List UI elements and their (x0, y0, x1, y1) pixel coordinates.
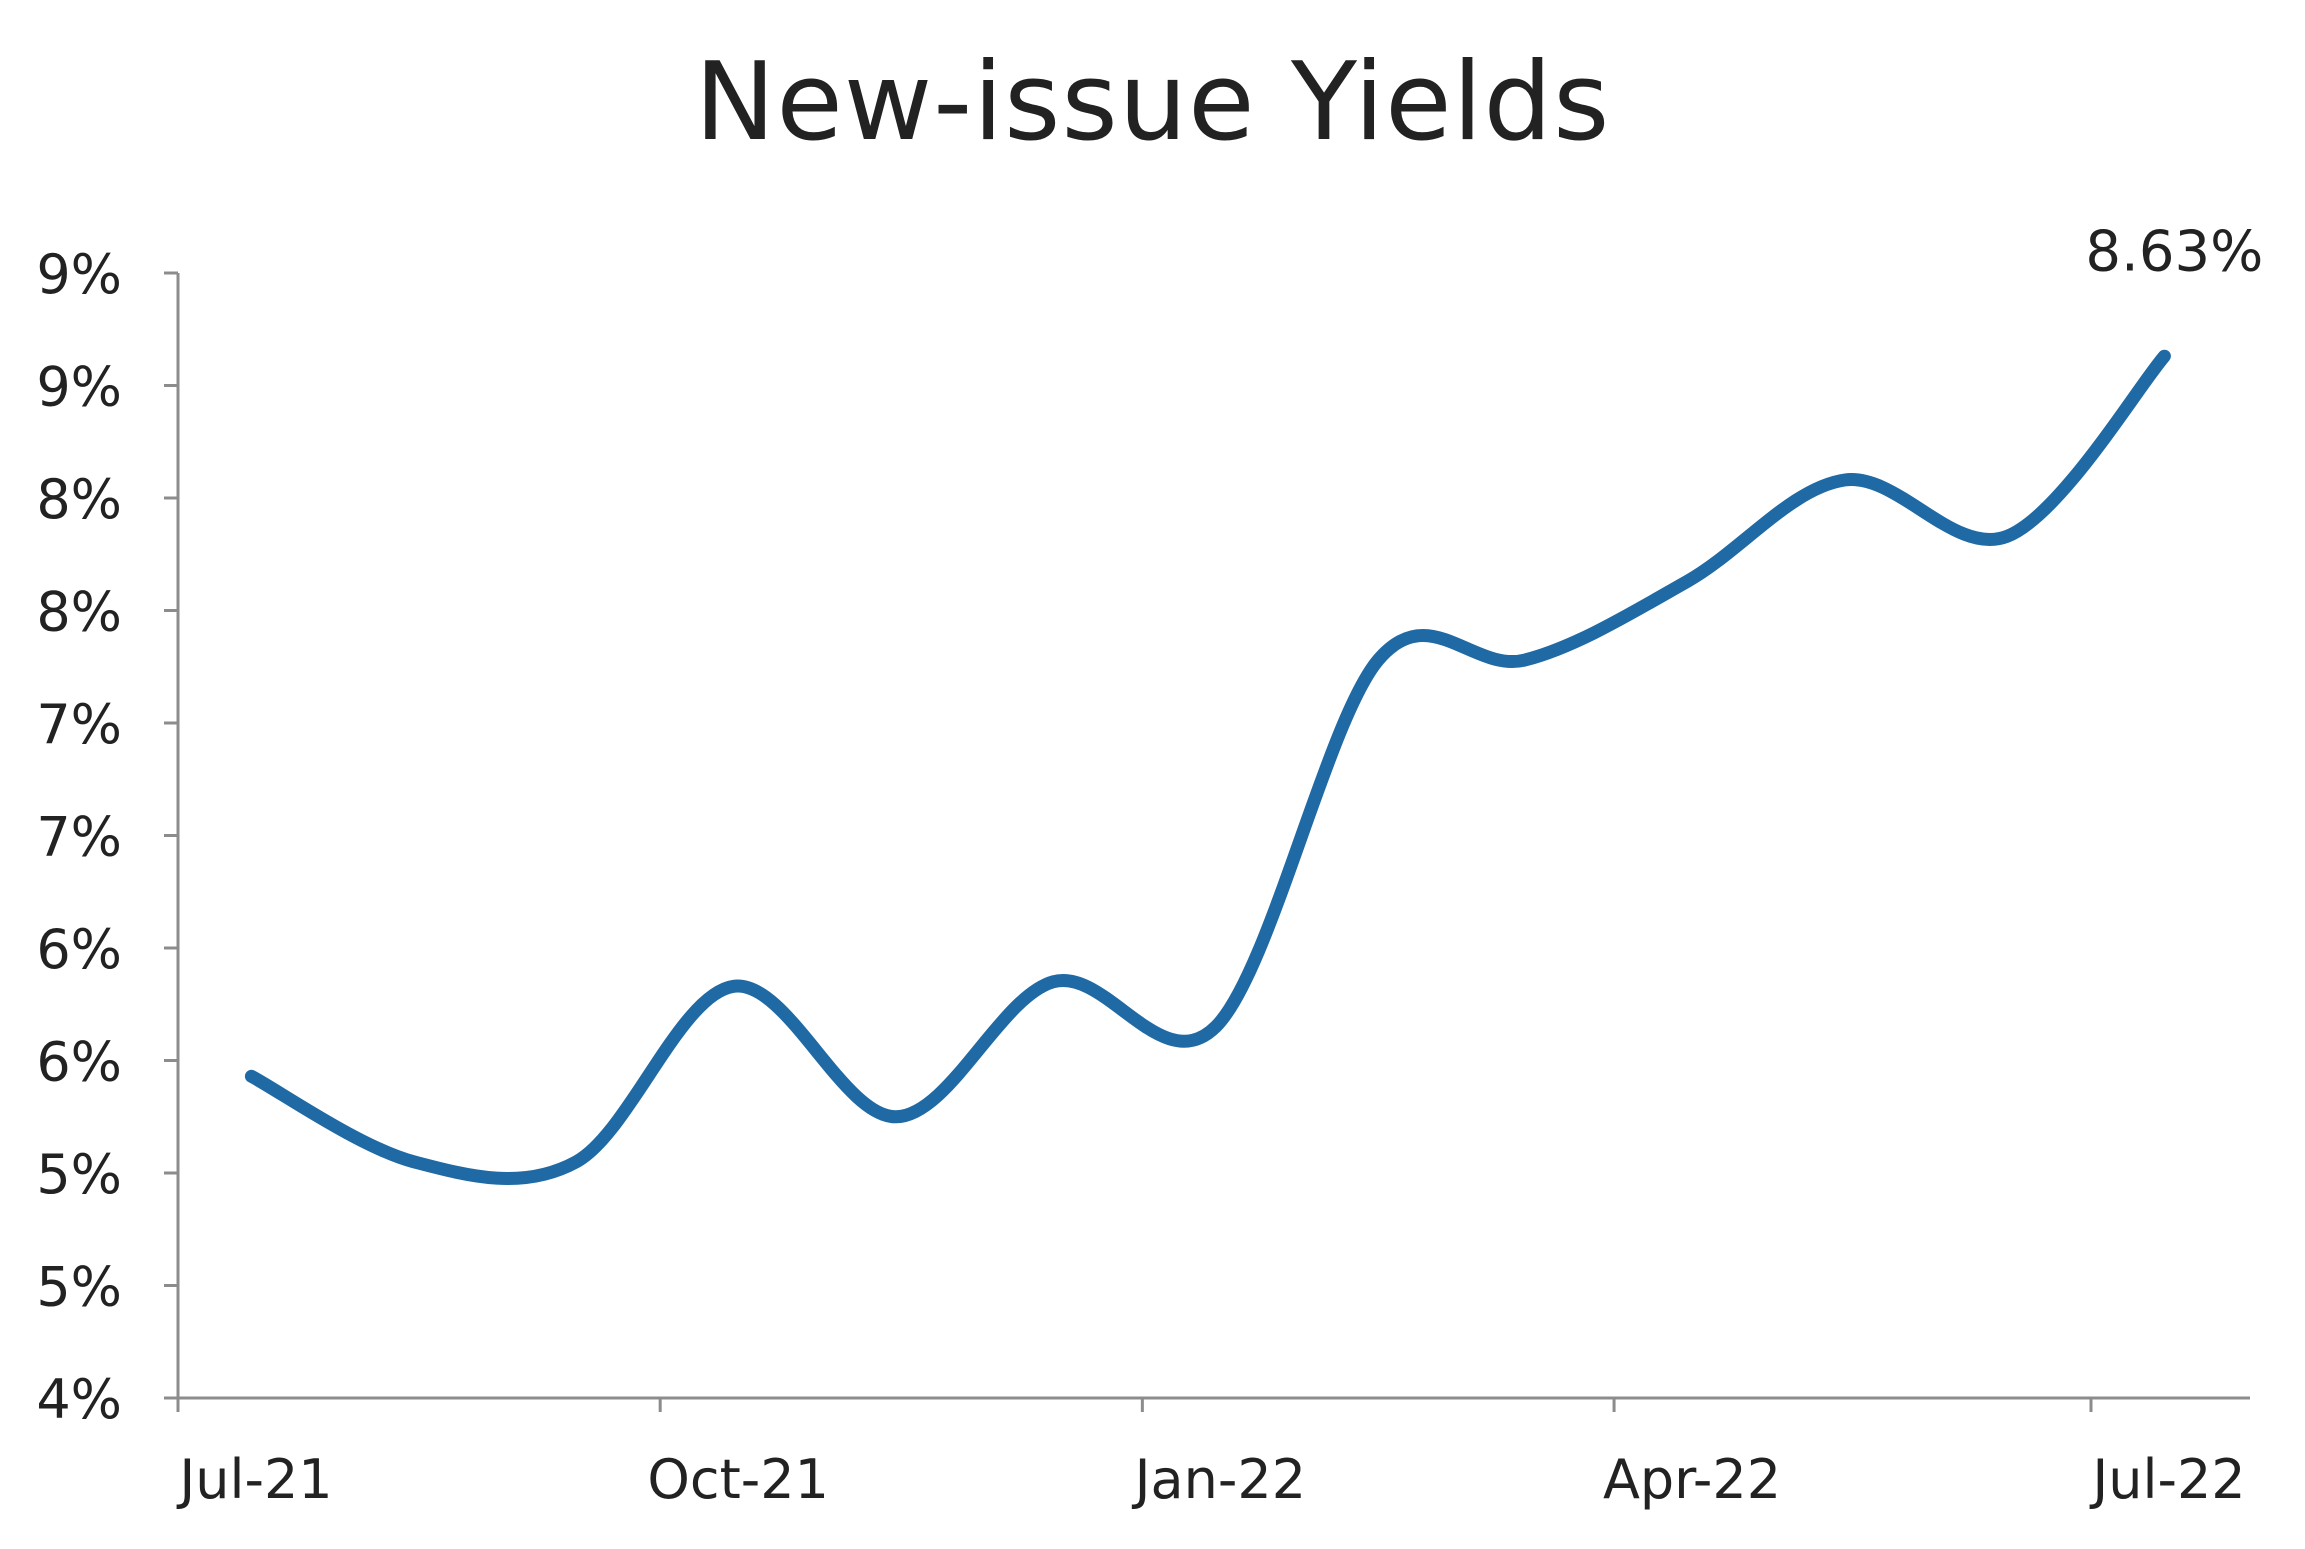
y-tick-label: 7% (36, 693, 122, 756)
series-point (1839, 474, 1851, 486)
y-tick-label: 6% (36, 1031, 122, 1094)
series-point (1372, 654, 1384, 666)
y-tick-label: 7% (36, 806, 122, 869)
series-point (890, 1111, 902, 1123)
series-point (245, 1070, 257, 1082)
data-label: 8.63% (2085, 219, 2263, 284)
y-tick-label: 5% (36, 1143, 122, 1206)
y-tick-label: 6% (36, 918, 122, 981)
y-tick-label: 5% (36, 1256, 122, 1319)
x-tick-label: Oct-21 (647, 1448, 829, 1511)
series-point (728, 980, 740, 992)
series-point (1047, 976, 1059, 988)
series-line (244, 349, 2171, 1186)
chart-title: New-issue Yields (694, 40, 1611, 165)
series-point (2158, 350, 2170, 362)
x-tick-label: Apr-22 (1603, 1448, 1781, 1511)
y-tick-label: 8% (36, 468, 122, 531)
x-tick-label: Jul-21 (176, 1448, 332, 1511)
y-tick-label: 8% (36, 581, 122, 644)
x-tick-label: Jan-22 (1132, 1448, 1306, 1511)
series-point (2001, 530, 2013, 542)
y-tick-label: 9% (36, 243, 122, 306)
series-point (570, 1156, 582, 1168)
y-tick-label: 9% (36, 356, 122, 419)
series-point (408, 1156, 420, 1168)
series-point (1210, 1021, 1222, 1033)
y-tick-label: 4% (36, 1368, 122, 1431)
x-tick-label: Jul-22 (2089, 1448, 2245, 1511)
series-point (1681, 575, 1693, 587)
series-point (1519, 654, 1531, 666)
